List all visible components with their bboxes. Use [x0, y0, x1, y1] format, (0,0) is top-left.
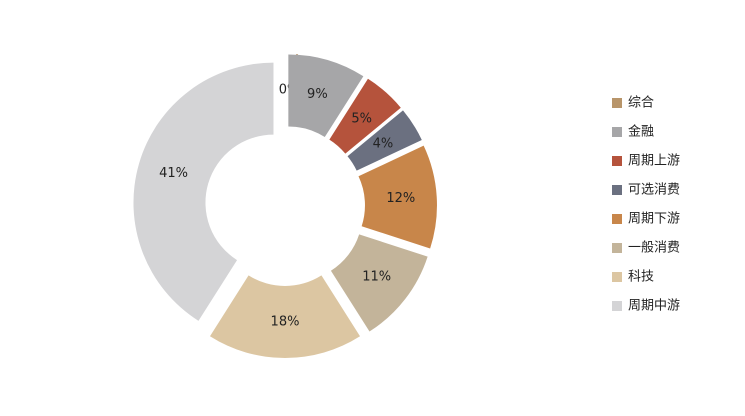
slice-label: 41%: [159, 166, 188, 181]
legend-label: 综合: [628, 96, 654, 111]
donut-slice: [209, 275, 361, 358]
legend-label: 一般消费: [628, 240, 680, 256]
legend-swatch: [612, 127, 622, 137]
slice-label: 18%: [271, 315, 300, 330]
legend-label: 金融: [628, 124, 654, 140]
slice-label: 4%: [373, 136, 394, 151]
donut-slice: [288, 54, 364, 138]
legend-label: 周期下游: [628, 212, 680, 227]
slice-label: 12%: [386, 191, 415, 206]
legend-label: 周期上游: [628, 154, 680, 169]
legend-swatch: [612, 98, 622, 108]
legend-swatch: [612, 156, 622, 166]
legend-swatch: [612, 301, 622, 311]
donut-slice: [358, 145, 437, 249]
donut-slice: [330, 234, 428, 332]
donut-slice: [133, 62, 274, 321]
legend-swatch: [612, 185, 622, 195]
legend-swatch: [612, 214, 622, 224]
legend-swatch: [612, 243, 622, 253]
legend-label: 科技: [628, 270, 654, 285]
donut-slice: [347, 110, 422, 171]
slice-label: 9%: [307, 87, 328, 102]
legend-label: 可选消费: [628, 183, 680, 198]
slice-label: 11%: [362, 270, 391, 285]
donut-slice: [329, 78, 401, 154]
legend-swatch: [612, 272, 622, 282]
legend-label: 周期中游: [628, 299, 680, 314]
slice-label: 5%: [351, 111, 372, 126]
